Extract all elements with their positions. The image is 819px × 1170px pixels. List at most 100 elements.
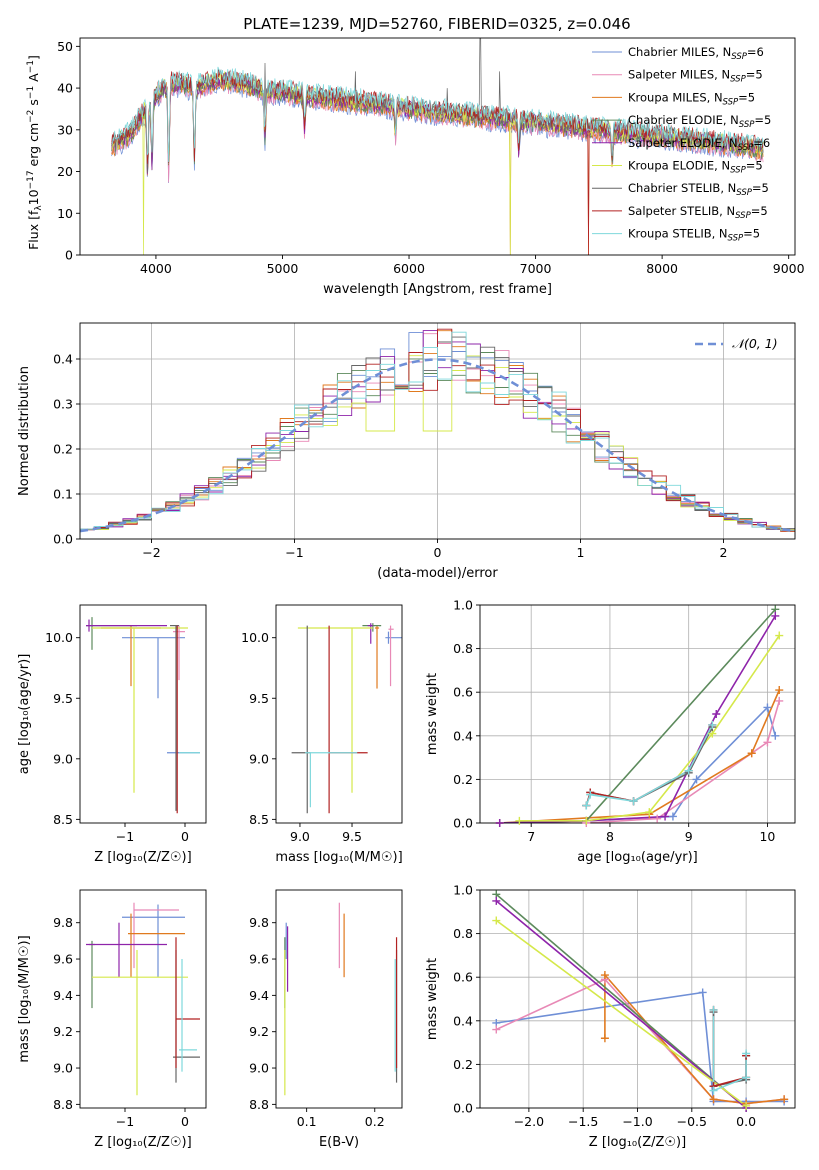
x-axis-label: Z [log₁₀(Z/Z☉)] <box>94 850 191 865</box>
y-tick-label: 0.6 <box>453 970 473 985</box>
y-tick-label: 0.2 <box>453 1057 473 1072</box>
weight-marker <box>780 1095 789 1104</box>
weight-marker <box>495 819 504 827</box>
x-axis-label: (data-model)/error <box>377 566 498 581</box>
y-tick-label: 9.0 <box>249 751 269 766</box>
weight-marker <box>763 703 772 712</box>
weight-marker <box>708 720 717 729</box>
y-tick-label: 10.0 <box>241 630 269 645</box>
weight-marker <box>712 710 721 718</box>
histogram-kroupa-elodie <box>80 355 795 530</box>
weight-marker <box>661 812 670 821</box>
weight-marker <box>775 631 784 640</box>
x-tick-label: 1 <box>577 545 585 560</box>
x-tick-label: −2.0 <box>514 1114 544 1129</box>
y-axis-label: age [log₁₀(age/yr)] <box>17 654 32 775</box>
data-layer <box>80 328 795 533</box>
weight-marker <box>684 766 693 775</box>
x-tick-label: 8 <box>606 829 614 844</box>
figure-title: PLATE=1239, MJD=52760, FIBERID=0325, z=0… <box>243 15 630 33</box>
x-tick-label: 9 <box>685 829 693 844</box>
weight-marker <box>747 749 756 758</box>
axes-frame <box>79 37 796 256</box>
panel-age_weight: 7 8 9 10 0.0 0.2 0.4 0.6 0.8 1.0 age [log₁₀(age/yr… <box>425 598 796 865</box>
x-tick-label: 0.2 <box>365 1114 385 1129</box>
weight-marker <box>775 686 784 695</box>
x-tick-label: −1.5 <box>568 1114 598 1129</box>
x-axis-label: wavelength [Angstrom, rest frame] <box>323 282 552 297</box>
weight-marker <box>586 790 595 799</box>
x-tick-label: −1 <box>116 829 134 844</box>
legend-entry: 𝒩(0, 1) <box>732 336 778 351</box>
weight-marker <box>709 1095 718 1104</box>
x-axis-label: Z [log₁₀(Z/Z☉)] <box>94 1135 191 1150</box>
weight-line-salpeter-elodie <box>495 900 747 1108</box>
y-tick-label: 1.0 <box>453 883 473 898</box>
y-tick-label: 0.6 <box>453 685 473 700</box>
axes-frame <box>79 889 207 1109</box>
y-tick-label: 9.0 <box>53 1061 73 1076</box>
x-tick-label: 9.5 <box>342 829 362 844</box>
x-tick-label: 9000 <box>773 261 805 276</box>
x-tick-label: 0 <box>181 829 189 844</box>
y-tick-label: 0.2 <box>453 772 473 787</box>
data-layer <box>86 617 200 814</box>
y-tick-label: 9.2 <box>53 1024 73 1039</box>
x-tick-label: 0 <box>181 1114 189 1129</box>
axes-frame <box>275 889 403 1109</box>
data-layer <box>86 902 200 1096</box>
axes-frame <box>275 604 403 824</box>
weight-line-salpeter-stelib <box>712 1009 747 1088</box>
y-tick-label: 40 <box>57 81 73 96</box>
x-tick-label: 10 <box>759 829 775 844</box>
weight-marker <box>492 1025 501 1034</box>
y-axis-label: Normed distribution <box>17 366 32 496</box>
panel-z_age: −1 0 8.5 9.0 9.5 10.0 Z [log₁₀(Z/Z☉)] age [log₁… <box>17 604 207 865</box>
normal-reference-curve <box>80 358 795 533</box>
x-tick-label: 7000 <box>520 261 552 276</box>
weight-line-chabrier-elodie <box>495 893 747 1108</box>
x-tick-label: −1.0 <box>622 1114 652 1129</box>
weight-line-chabrier-stelib <box>712 1012 747 1088</box>
x-tick-label: 0 <box>434 545 442 560</box>
y-tick-label: 30 <box>57 122 73 137</box>
spectrum-legend: Chabrier MILES, NSSP=6 Salpeter MILES, NS… <box>592 45 771 244</box>
weight-marker <box>653 814 662 823</box>
data-layer <box>499 608 781 823</box>
weight-marker <box>492 896 501 905</box>
y-tick-label: 9.5 <box>249 691 269 706</box>
y-tick-label: 0.4 <box>453 1013 473 1028</box>
y-tick-label: 9.4 <box>249 988 269 1003</box>
weight-marker <box>582 816 591 825</box>
y-tick-label: 0.1 <box>53 487 73 502</box>
data-layer <box>284 902 398 1096</box>
x-tick-label: −0.5 <box>677 1114 707 1129</box>
weight-marker <box>600 971 609 980</box>
y-tick-label: 9.8 <box>249 915 269 930</box>
legend-entry: Chabrier ELODIE, NSSP=5 <box>628 113 771 130</box>
y-tick-label: 0.3 <box>53 397 73 412</box>
y-tick-label: 0.0 <box>53 532 73 547</box>
y-tick-label: 8.8 <box>53 1097 73 1112</box>
weight-line-salpeter-miles <box>499 700 781 823</box>
weight-marker <box>709 1086 718 1095</box>
axes-frame <box>79 604 207 824</box>
weight-marker <box>600 1034 609 1043</box>
y-tick-label: 1.0 <box>453 598 473 613</box>
y-tick-label: 9.6 <box>249 952 269 967</box>
y-tick-label: 10.0 <box>45 630 73 645</box>
y-tick-label: 9.4 <box>53 988 73 1003</box>
weight-marker <box>492 916 501 925</box>
legend-entry: Salpeter MILES, NSSP=5 <box>628 68 763 85</box>
y-tick-label: 0.2 <box>53 442 73 457</box>
weight-marker <box>763 738 772 747</box>
y-tick-label: 9.0 <box>249 1061 269 1076</box>
spectrum-line-kroupa-stelib <box>111 66 764 163</box>
weight-marker <box>698 988 707 997</box>
y-tick-label: 0.8 <box>453 641 473 656</box>
weight-marker <box>775 696 784 705</box>
data-layer <box>495 893 785 1108</box>
y-tick-label: 20 <box>57 164 73 179</box>
legend-entry: Chabrier STELIB, NSSP=5 <box>628 181 769 198</box>
weight-marker <box>668 812 677 821</box>
